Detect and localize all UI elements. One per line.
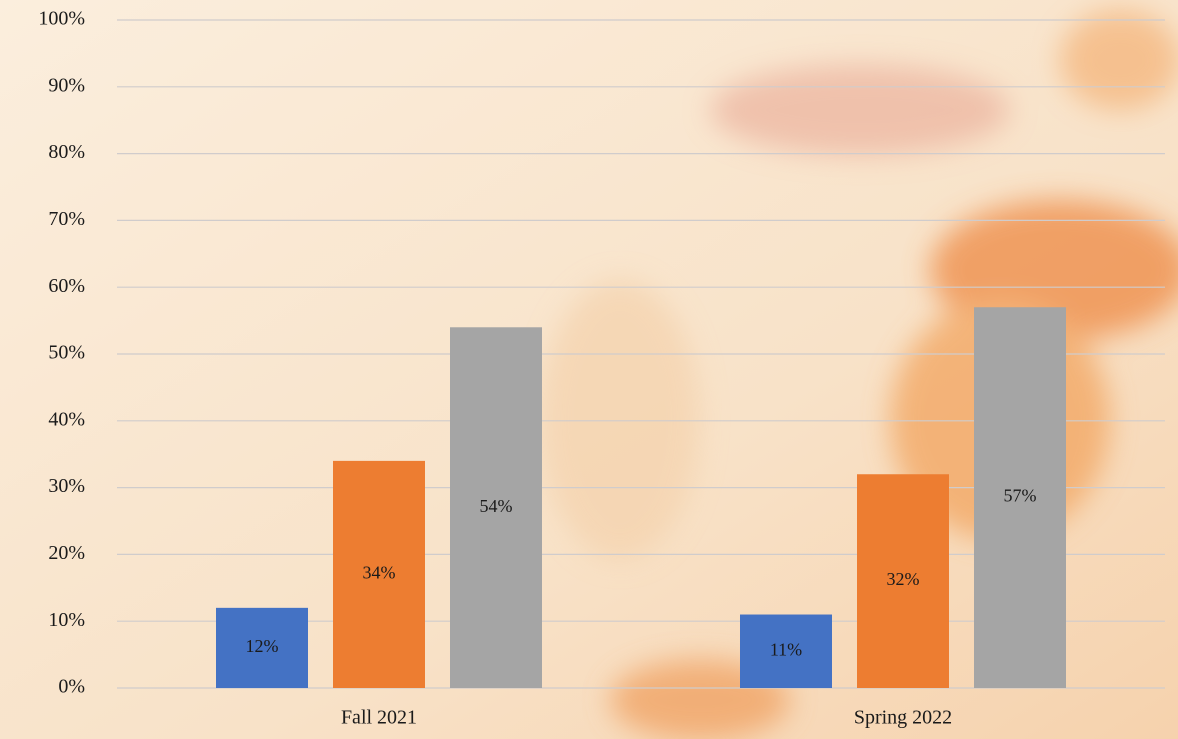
data-label: 32% xyxy=(887,569,920,589)
y-tick-label: 80% xyxy=(48,141,85,163)
y-tick-label: 0% xyxy=(58,676,85,698)
y-tick-label: 90% xyxy=(48,74,85,96)
y-tick-label: 10% xyxy=(48,609,85,631)
data-label: 57% xyxy=(1004,486,1037,506)
data-label: 11% xyxy=(770,639,802,659)
data-label: 12% xyxy=(246,636,279,656)
y-tick-label: 50% xyxy=(48,342,85,364)
data-label: 54% xyxy=(480,496,513,516)
x-tick-label: Fall 2021 xyxy=(341,707,417,729)
y-tick-label: 40% xyxy=(48,408,85,430)
data-label: 34% xyxy=(363,563,396,583)
chart: 0% 10% 20% 30% 40% 50% 60% 70% 80% 90% 100% Fall 20… xyxy=(0,0,1178,739)
y-tick-label: 20% xyxy=(48,542,85,564)
y-tick-label: 30% xyxy=(48,475,85,497)
y-tick-label: 70% xyxy=(48,208,85,230)
y-tick-label: 60% xyxy=(48,275,85,297)
y-tick-label: 100% xyxy=(38,8,85,30)
x-tick-label: Spring 2022 xyxy=(854,707,952,729)
